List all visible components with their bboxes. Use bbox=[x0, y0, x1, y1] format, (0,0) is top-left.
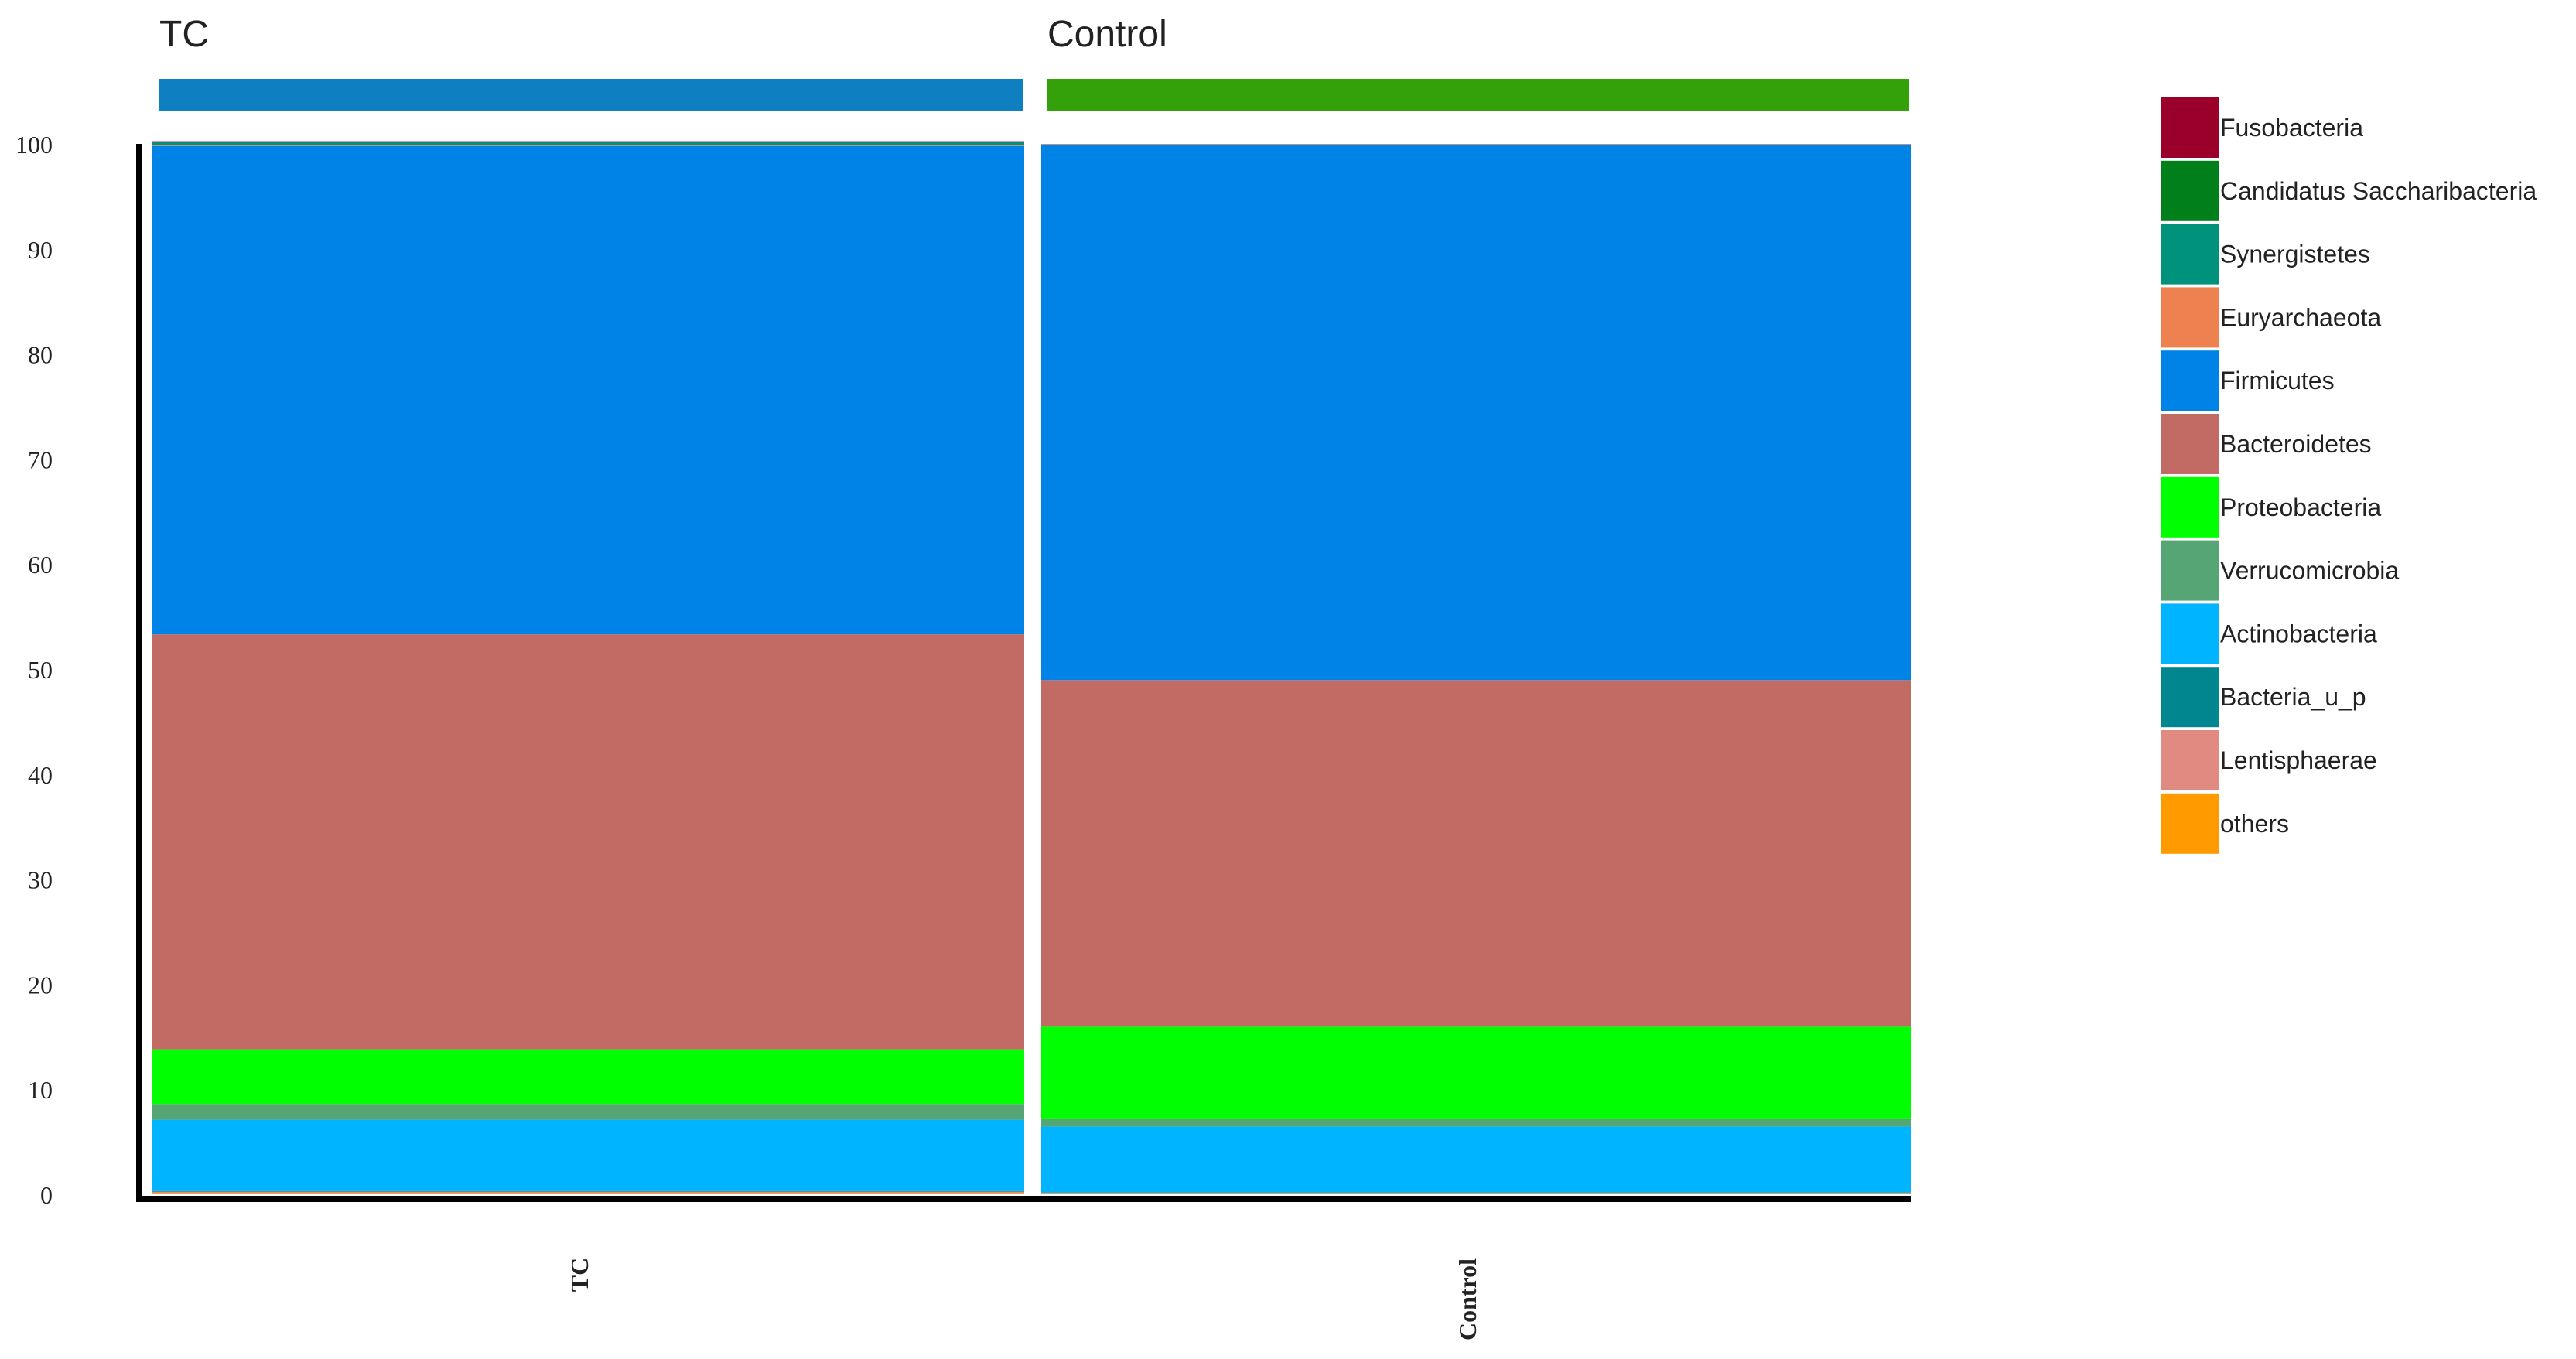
legend-swatch-euryarchaeota bbox=[2161, 287, 2219, 348]
legend-swatch-lentisphaerae bbox=[2161, 730, 2219, 790]
y-tick-label-90: 90 bbox=[28, 236, 53, 264]
y-tick-label-80: 80 bbox=[28, 341, 53, 369]
legend-label-actinobacteria: Actinobacteria bbox=[2220, 620, 2377, 647]
bar-segment-control-euryarchaeota bbox=[1041, 144, 1911, 145]
legend-swatch-bacteria-u-p bbox=[2161, 667, 2219, 728]
y-tick-label-20: 20 bbox=[28, 971, 53, 999]
legend-label-fusobacteria: Fusobacteria bbox=[2220, 114, 2363, 142]
legend-swatch-bacteroidetes bbox=[2161, 414, 2219, 474]
legend-label-verrucomicrobia: Verrucomicrobia bbox=[2220, 557, 2399, 585]
bar-segment-control-lentisphaerae bbox=[1041, 1193, 1911, 1194]
legend-swatch-proteobacteria bbox=[2161, 476, 2219, 538]
legend-swatch-synergistetes bbox=[2161, 224, 2219, 285]
bar-segment-tc-firmicutes bbox=[152, 145, 1024, 635]
y-tick-label-40: 40 bbox=[28, 761, 53, 789]
bar-segment-tc-proteobacteria bbox=[152, 1049, 1024, 1105]
legend-swatch-verrucomicrobia bbox=[2161, 540, 2219, 601]
bar-segment-control-bacteroidetes bbox=[1041, 680, 1911, 1027]
bar-segment-tc-verrucomicrobia bbox=[152, 1104, 1024, 1120]
legend-label-bacteroidetes: Bacteroidetes bbox=[2220, 430, 2372, 458]
legend-label-others: others bbox=[2220, 810, 2289, 838]
bar-segment-tc-euryarchaeota bbox=[152, 145, 1024, 146]
group-title-control: Control bbox=[1047, 14, 1167, 55]
bar-segment-control-proteobacteria bbox=[1041, 1026, 1911, 1119]
group-strip-tc bbox=[159, 79, 1023, 111]
legend-label-candidatus-saccharibacteria: Candidatus Saccharibacteria bbox=[2220, 177, 2537, 205]
y-tick-label-0: 0 bbox=[40, 1181, 53, 1209]
bar-segment-control-firmicutes bbox=[1041, 144, 1911, 681]
bar-segment-tc-actinobacteria bbox=[152, 1119, 1024, 1191]
y-tick-label-10: 10 bbox=[28, 1076, 53, 1104]
legend-swatch-firmicutes bbox=[2161, 350, 2219, 411]
y-tick-label-70: 70 bbox=[28, 446, 53, 473]
legend-swatch-fusobacteria bbox=[2161, 97, 2219, 158]
bar-segment-tc-others bbox=[152, 1193, 1024, 1194]
x-category-label-tc: TC bbox=[565, 1258, 593, 1292]
bar-segment-tc-lentisphaerae bbox=[152, 1191, 1024, 1194]
bars bbox=[152, 141, 1911, 1194]
y-tick-label-50: 50 bbox=[28, 656, 53, 684]
group-strip-control bbox=[1047, 79, 1909, 111]
legend-label-bacteria-u-p: Bacteria_u_p bbox=[2220, 683, 2366, 711]
axes: 0 10 20 30 40 50 60 70 80 90 100 TC Control bbox=[15, 131, 1911, 1340]
y-tick-label-100: 100 bbox=[15, 131, 53, 159]
group-title-tc: TC bbox=[159, 14, 209, 55]
legend-label-lentisphaerae: Lentisphaerae bbox=[2220, 746, 2377, 774]
legend-label-proteobacteria: Proteobacteria bbox=[2220, 493, 2381, 521]
legend-label-firmicutes: Firmicutes bbox=[2220, 367, 2335, 394]
legend-label-euryarchaeota: Euryarchaeota bbox=[2220, 303, 2381, 331]
bar-segment-tc-bacteroidetes bbox=[152, 634, 1024, 1050]
bar-segment-control-others bbox=[1041, 1193, 1911, 1194]
bar-segment-control-verrucomicrobia bbox=[1041, 1118, 1911, 1127]
bar-segment-tc-bacteria-u-p bbox=[152, 1190, 1024, 1192]
y-tick-label-30: 30 bbox=[28, 866, 53, 894]
group-headers: TC Control bbox=[159, 14, 1909, 111]
legend: Fusobacteria Candidatus Saccharibacteria S… bbox=[2161, 97, 2537, 854]
legend-swatch-actinobacteria bbox=[2161, 603, 2219, 664]
bar-segment-control-actinobacteria bbox=[1041, 1126, 1911, 1193]
legend-swatch-others bbox=[2161, 793, 2219, 854]
legend-swatch-candidatus-saccharibacteria bbox=[2161, 160, 2219, 221]
bar-segment-tc-synergistetes bbox=[152, 142, 1024, 146]
y-tick-label-60: 60 bbox=[28, 551, 53, 579]
x-category-label-control: Control bbox=[1454, 1258, 1481, 1340]
legend-label-synergistetes: Synergistetes bbox=[2220, 241, 2370, 268]
